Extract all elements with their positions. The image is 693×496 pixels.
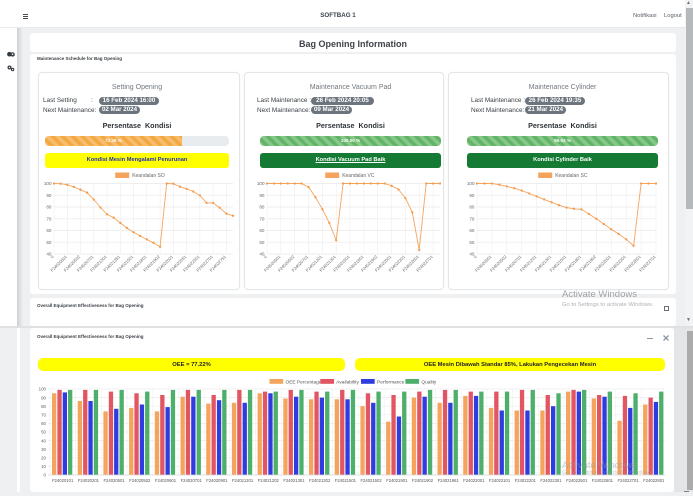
svg-text:0: 0 <box>50 254 56 260</box>
svg-text:F24021902: F24021902 <box>412 478 434 483</box>
svg-text:30: 30 <box>41 447 46 452</box>
svg-text:F24022701: F24022701 <box>638 254 657 273</box>
svg-text:70: 70 <box>259 216 265 221</box>
svg-text:50: 50 <box>259 240 265 245</box>
svg-text:60: 60 <box>41 421 46 426</box>
svg-text:F24022201: F24022201 <box>515 478 537 483</box>
svg-text:0: 0 <box>263 254 269 260</box>
svg-text:F24022001: F24022001 <box>463 478 485 483</box>
svg-text:40: 40 <box>46 252 52 257</box>
svg-text:90: 90 <box>259 193 265 198</box>
svg-text:100: 100 <box>257 181 265 186</box>
svg-text:80: 80 <box>46 205 52 210</box>
svg-text:F24022101: F24022101 <box>489 478 511 483</box>
svg-text:F24021501: F24021501 <box>335 478 357 483</box>
svg-text:100: 100 <box>44 181 52 186</box>
svg-text:0: 0 <box>44 473 47 478</box>
svg-text:F24020701: F24020701 <box>181 478 203 483</box>
svg-text:F24020501: F24020501 <box>103 478 125 483</box>
svg-text:Keandalan SC: Keandalan SC <box>555 173 588 179</box>
svg-text:Performance: Performance <box>377 379 405 385</box>
svg-text:60: 60 <box>469 228 475 233</box>
svg-text:90: 90 <box>469 193 475 198</box>
svg-text:F24021901: F24021901 <box>386 478 408 483</box>
svg-text:100: 100 <box>39 387 47 392</box>
svg-text:F24022801: F24022801 <box>643 478 665 483</box>
svg-text:Keandalan SO: Keandalan SO <box>132 173 165 179</box>
svg-text:90: 90 <box>46 193 52 198</box>
svg-text:60: 60 <box>259 228 265 233</box>
svg-text:80: 80 <box>41 404 46 409</box>
svg-text:40: 40 <box>469 252 475 257</box>
svg-text:F24021961: F24021961 <box>438 478 460 483</box>
svg-text:70: 70 <box>469 216 475 221</box>
svg-text:F24020502: F24020502 <box>129 478 151 483</box>
svg-text:70: 70 <box>46 216 52 221</box>
svg-text:80: 80 <box>469 205 475 210</box>
svg-text:Availability: Availability <box>336 379 359 385</box>
svg-text:0: 0 <box>473 254 479 260</box>
svg-text:50: 50 <box>46 240 52 245</box>
svg-text:50: 50 <box>41 430 46 435</box>
svg-text:F24021301: F24021301 <box>283 478 305 483</box>
svg-text:10: 10 <box>41 464 46 469</box>
svg-text:40: 40 <box>259 252 265 257</box>
svg-text:80: 80 <box>259 205 265 210</box>
svg-text:F24022701: F24022701 <box>617 478 639 483</box>
svg-text:F24021202: F24021202 <box>258 478 280 483</box>
svg-text:50: 50 <box>469 240 475 245</box>
svg-text:Keandalan VC: Keandalan VC <box>342 173 375 179</box>
svg-text:60: 60 <box>46 228 52 233</box>
svg-text:100: 100 <box>467 181 475 186</box>
svg-text:70: 70 <box>41 413 46 418</box>
svg-text:F24022501: F24022501 <box>566 478 588 483</box>
svg-text:F24021302: F24021302 <box>309 478 331 483</box>
svg-text:F24021201: F24021201 <box>232 478 254 483</box>
svg-text:F24020901: F24020901 <box>206 478 228 483</box>
svg-text:F24020101: F24020101 <box>52 478 74 483</box>
svg-text:F24020201: F24020201 <box>78 478 100 483</box>
svg-text:Quality: Quality <box>421 379 437 385</box>
svg-text:F24020601: F24020601 <box>155 478 177 483</box>
svg-text:F24022601: F24022601 <box>592 478 614 483</box>
svg-text:90: 90 <box>41 395 46 400</box>
svg-text:F24022301: F24022301 <box>540 478 562 483</box>
svg-text:F24021502: F24021502 <box>360 478 382 483</box>
svg-text:20: 20 <box>41 456 46 461</box>
svg-text:40: 40 <box>41 438 46 443</box>
svg-text:OEE Percentage: OEE Percentage <box>286 379 322 385</box>
